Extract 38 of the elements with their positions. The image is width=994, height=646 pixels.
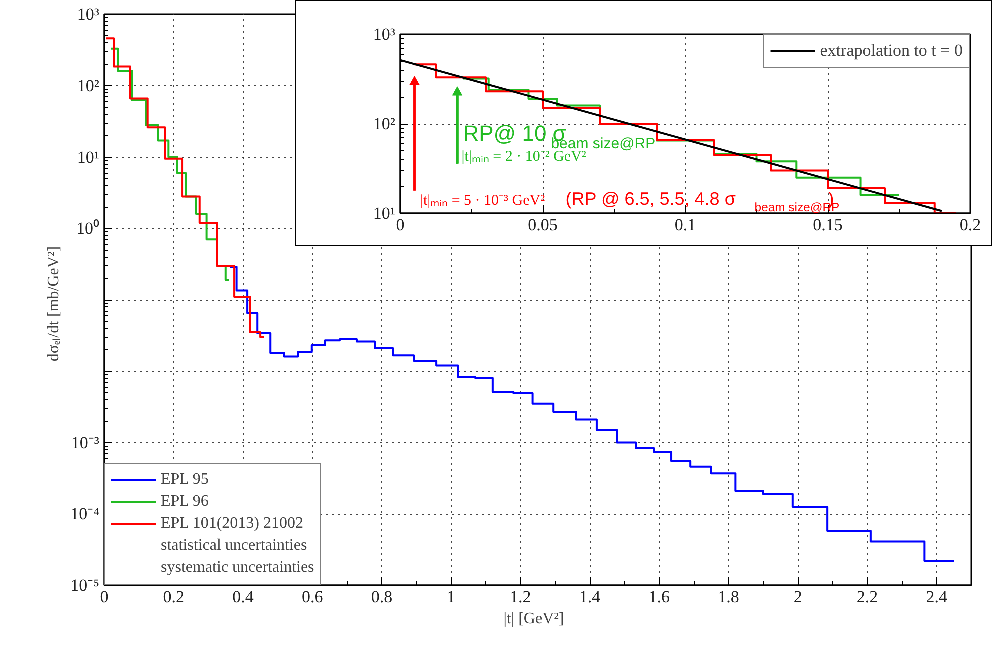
x-tick-label: 0.1 <box>674 216 696 234</box>
x-tick-label: 2.4 <box>926 588 948 606</box>
x-tick-label: 1 <box>447 588 456 606</box>
legend-label: EPL 96 <box>161 493 209 511</box>
x-tick-label: 1.2 <box>510 588 532 606</box>
x-tick-label: 0.15 <box>813 216 843 234</box>
legend-label: EPL 95 <box>161 471 209 489</box>
x-tick-label: 1.6 <box>648 588 670 606</box>
x-tick-label: 1.8 <box>718 588 740 606</box>
ref-line-label: |t|ₘᵢₙ = 2 · 10⁻² GeV² <box>462 148 587 165</box>
y-tick-label: 10² <box>373 114 396 134</box>
x-tick-label: 0.05 <box>528 216 558 234</box>
annotation: statistical uncertainties <box>161 537 308 555</box>
ref-line-label: |t|ₘᵢₙ = 5 · 10⁻³ GeV² <box>420 193 546 210</box>
x-tick-label: 0 <box>100 588 109 606</box>
x-tick-label: 1.4 <box>579 588 602 606</box>
y-tick-label: 10⁰ <box>76 219 100 238</box>
y-tick-label: 10¹ <box>373 204 396 223</box>
x-tick-label: 2 <box>794 588 802 606</box>
x-tick-label: 0 <box>396 216 405 234</box>
x-tick-label: 0.6 <box>302 588 324 606</box>
y-tick-label: 10³ <box>373 25 396 44</box>
y-tick-label: 10¹ <box>77 148 100 167</box>
legend-label: EPL 101(2013) 21002 <box>161 515 304 533</box>
x-tick-label: 0.2 <box>960 216 982 234</box>
y-tick-label: 10⁻³ <box>71 433 100 452</box>
x-tick-label: 0.2 <box>163 588 184 606</box>
y-tick-label: 10⁻⁵ <box>70 576 100 595</box>
x-tick-label: 2.2 <box>856 588 878 606</box>
x-tick-label: 0.4 <box>232 588 254 606</box>
legend-label: extrapolation to t = 0 <box>820 41 963 61</box>
x-tick-label: 0.8 <box>371 588 393 606</box>
y-tick-label: 10² <box>77 76 100 96</box>
x-axis-title: |t| [GeV²] <box>504 610 564 628</box>
y-tick-label: 10⁻⁴ <box>70 504 100 524</box>
y-tick-label: 10³ <box>77 5 100 24</box>
annotation: systematic uncertainties <box>161 559 314 577</box>
y-axis-title: dσₑₗ/dt [mb/GeV²] <box>46 246 63 362</box>
